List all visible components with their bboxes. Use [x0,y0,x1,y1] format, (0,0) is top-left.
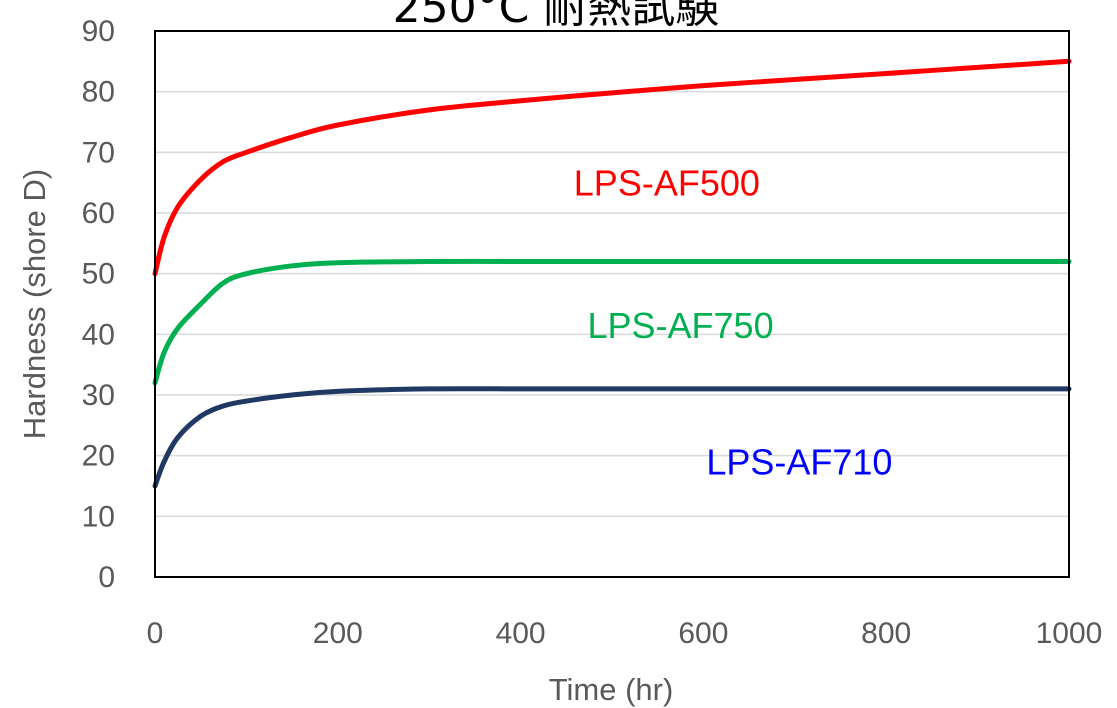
chart-title: 250°C 耐熱試験 [393,0,720,33]
plot-area-border [154,30,1070,578]
series-line-lps-af710 [152,386,1072,489]
x-tick-label: 200 [313,617,363,650]
series-layer [152,58,1072,489]
y-tick-label: 10 [82,500,115,533]
series-label-lps-af710: LPS-AF710 [706,442,892,483]
series-labels: LPS-AF500 LPS-AF750 LPS-AF710 [574,163,893,483]
y-tick-label: 90 [82,15,115,48]
y-tick-label: 40 [82,318,115,351]
series-line-lps-af500 [152,58,1072,277]
y-tick-label: 50 [82,258,115,291]
x-tick-label: 600 [678,617,728,650]
x-tick-label: 400 [496,617,546,650]
y-tick-label: 80 [82,76,115,109]
gridlines [155,90,1069,518]
x-tick-label: 800 [861,617,911,650]
x-axis-title: Time (hr) [549,672,674,707]
y-axis-tick-labels: 0 10 20 30 40 50 60 70 80 90 [82,15,115,594]
x-axis-tick-labels: 0 200 400 600 800 1000 [147,617,1103,650]
y-tick-label: 30 [82,379,115,412]
x-tick-label: 1000 [1036,617,1103,650]
y-tick-label: 70 [82,136,115,169]
x-tick-label: 0 [147,617,164,650]
y-axis-title: Hardness (shore D) [17,169,52,439]
y-tick-label: 60 [82,197,115,230]
series-label-lps-af500: LPS-AF500 [574,163,760,204]
y-tick-label: 0 [98,561,115,594]
series-line-lps-af750 [152,258,1072,386]
y-tick-label: 20 [82,440,115,473]
series-label-lps-af750: LPS-AF750 [587,305,773,346]
